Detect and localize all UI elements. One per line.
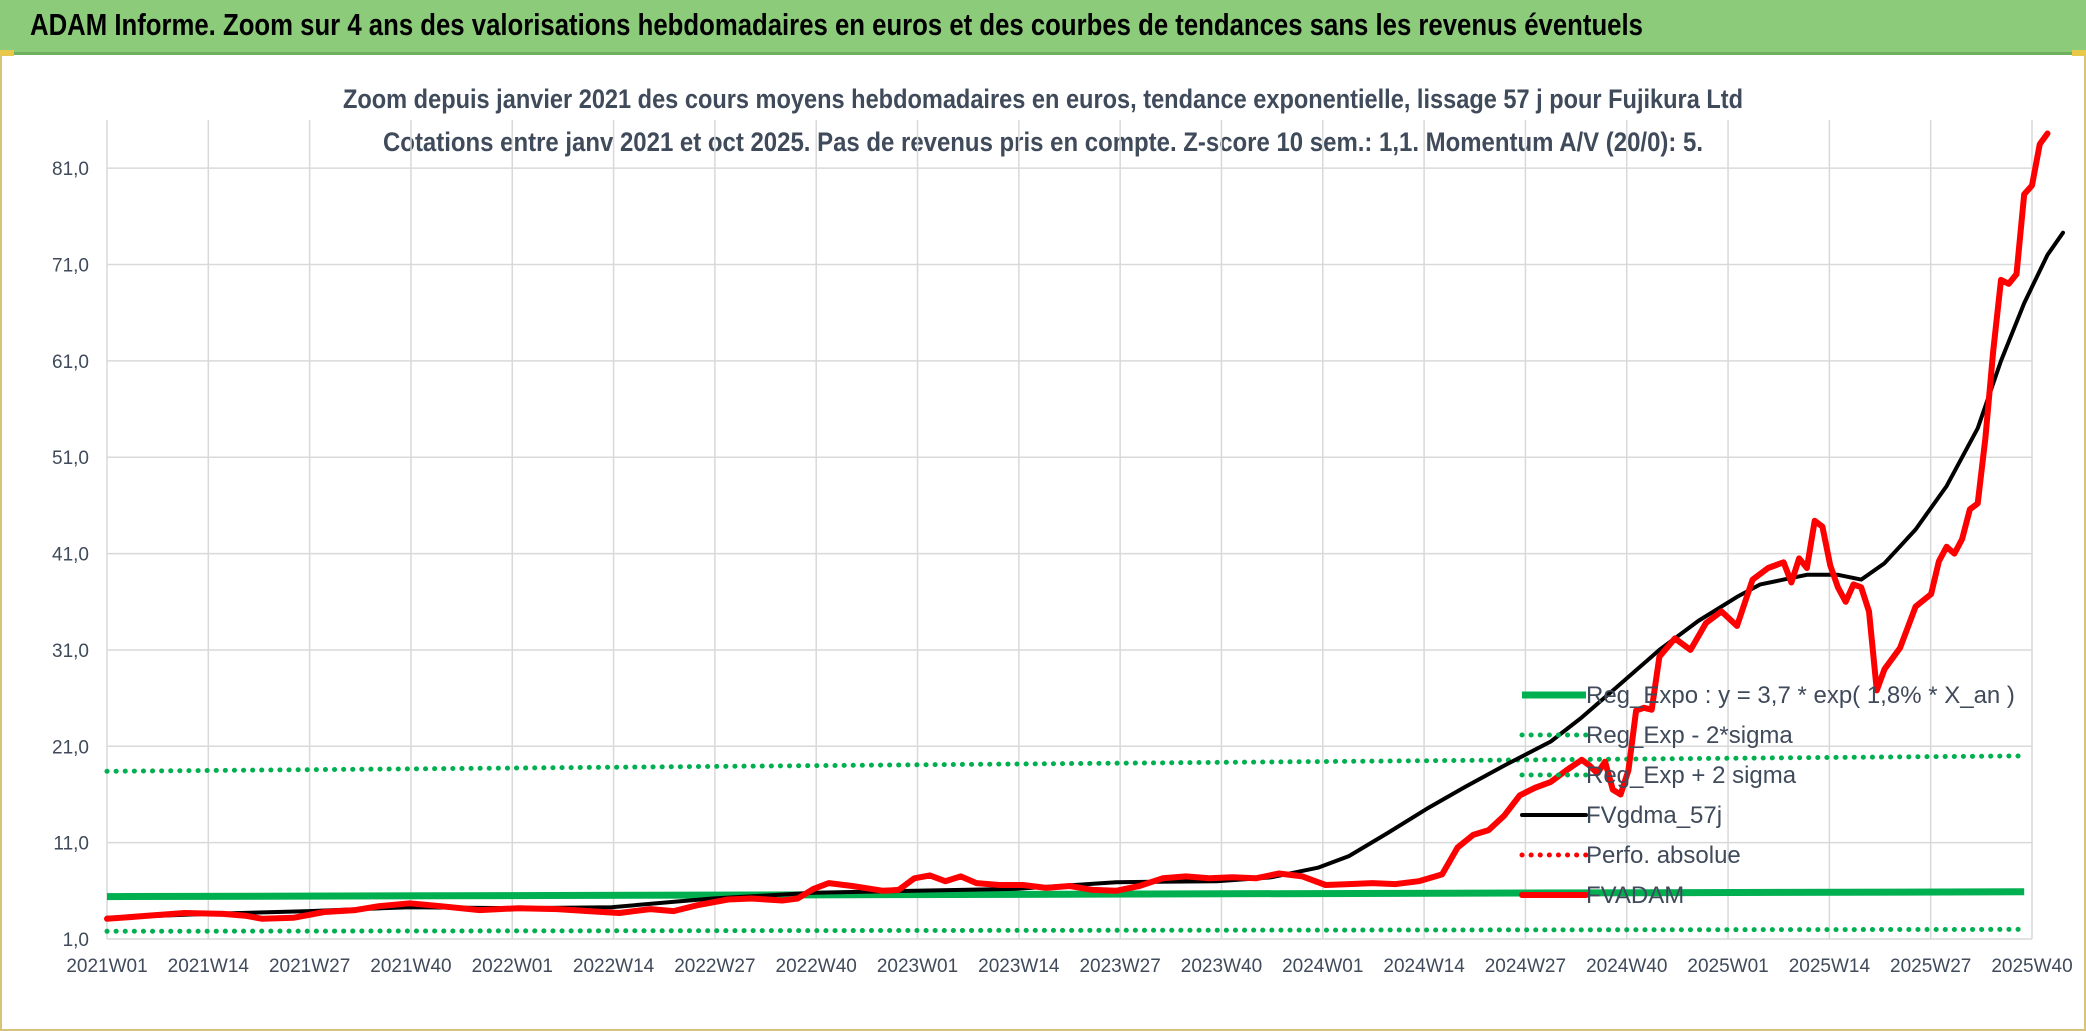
y-tick-label: 51,0: [52, 448, 89, 469]
legend-label: FVgdma_57j: [1586, 802, 1722, 829]
y-tick-label: 1,0: [63, 930, 89, 951]
banner-corner-left: [0, 50, 14, 56]
series-line-1: [104, 926, 2027, 934]
x-tick-label: 2021W01: [66, 956, 147, 977]
legend-label: Perfo. absolue: [1586, 842, 1741, 869]
y-tick-label: 81,0: [52, 159, 89, 180]
x-tick-label: 2025W27: [1890, 956, 1971, 977]
x-tick-label: 2023W14: [978, 956, 1060, 977]
x-tick-label: 2025W40: [1991, 956, 2072, 977]
chart: Zoom depuis janvier 2021 des cours moyen…: [52, 84, 2073, 977]
chart-title-line-1: Zoom depuis janvier 2021 des cours moyen…: [343, 84, 1743, 114]
x-tick-label: 2024W27: [1485, 956, 1566, 977]
y-axis-ticks: 1,0 11,0 21,0 31,0 41,0 51,0 61,0 71,0 81,0: [52, 159, 89, 951]
banner-corner-right: [2072, 50, 2086, 56]
y-tick-label: 21,0: [52, 737, 89, 758]
header-banner: ADAM Informe. Zoom sur 4 ans des valoris…: [0, 0, 2086, 55]
x-tick-label: 2022W27: [674, 956, 755, 977]
y-tick-label: 11,0: [53, 834, 89, 855]
chart-title-line-2: Cotations entre janv 2021 et oct 2025. P…: [383, 127, 1703, 157]
y-tick-label: 61,0: [52, 352, 89, 373]
legend-label: FVADAM: [1586, 882, 1684, 909]
legend-label: Reg_Exp - 2*sigma: [1586, 722, 1793, 749]
x-tick-label: 2024W14: [1383, 956, 1465, 977]
x-tick-label: 2025W01: [1687, 956, 1768, 977]
series-line-2: [104, 753, 2027, 774]
series-line-5: [104, 130, 2051, 922]
series-line-0: [106, 888, 2025, 901]
series-group: [104, 130, 2065, 934]
y-tick-label: 31,0: [52, 641, 89, 662]
x-tick-label: 2024W40: [1586, 956, 1667, 977]
legend-label: Reg_Expo : y = 3,7 * exp( 1,8% * X_an ): [1586, 682, 2015, 709]
x-tick-label: 2022W40: [776, 956, 857, 977]
x-tick-label: 2023W27: [1079, 956, 1160, 977]
chart-frame: Zoom depuis janvier 2021 des cours moyen…: [0, 55, 2086, 1031]
x-tick-label: 2023W01: [877, 956, 958, 977]
x-tick-label: 2024W01: [1282, 956, 1363, 977]
x-axis-ticks: 2021W01 2021W14 2021W27 2021W40 2022W01 2022W…: [66, 956, 2072, 977]
banner-title: ADAM Informe. Zoom sur 4 ans des valoris…: [30, 7, 1643, 42]
x-tick-label: 2022W14: [573, 956, 655, 977]
y-tick-label: 41,0: [52, 545, 89, 566]
x-tick-label: 2021W40: [370, 956, 451, 977]
x-tick-label: 2021W14: [168, 956, 250, 977]
x-tick-label: 2022W01: [472, 956, 553, 977]
x-tick-label: 2023W40: [1181, 956, 1262, 977]
x-tick-label: 2025W14: [1789, 956, 1871, 977]
legend: Reg_Expo : y = 3,7 * exp( 1,8% * X_an ) R…: [1519, 682, 2015, 909]
gridlines: [106, 120, 2033, 940]
y-tick-label: 71,0: [52, 256, 89, 277]
series-line-3: [105, 230, 2065, 920]
legend-label: Reg_Exp + 2 sigma: [1586, 762, 1797, 789]
x-tick-label: 2021W27: [269, 956, 350, 977]
